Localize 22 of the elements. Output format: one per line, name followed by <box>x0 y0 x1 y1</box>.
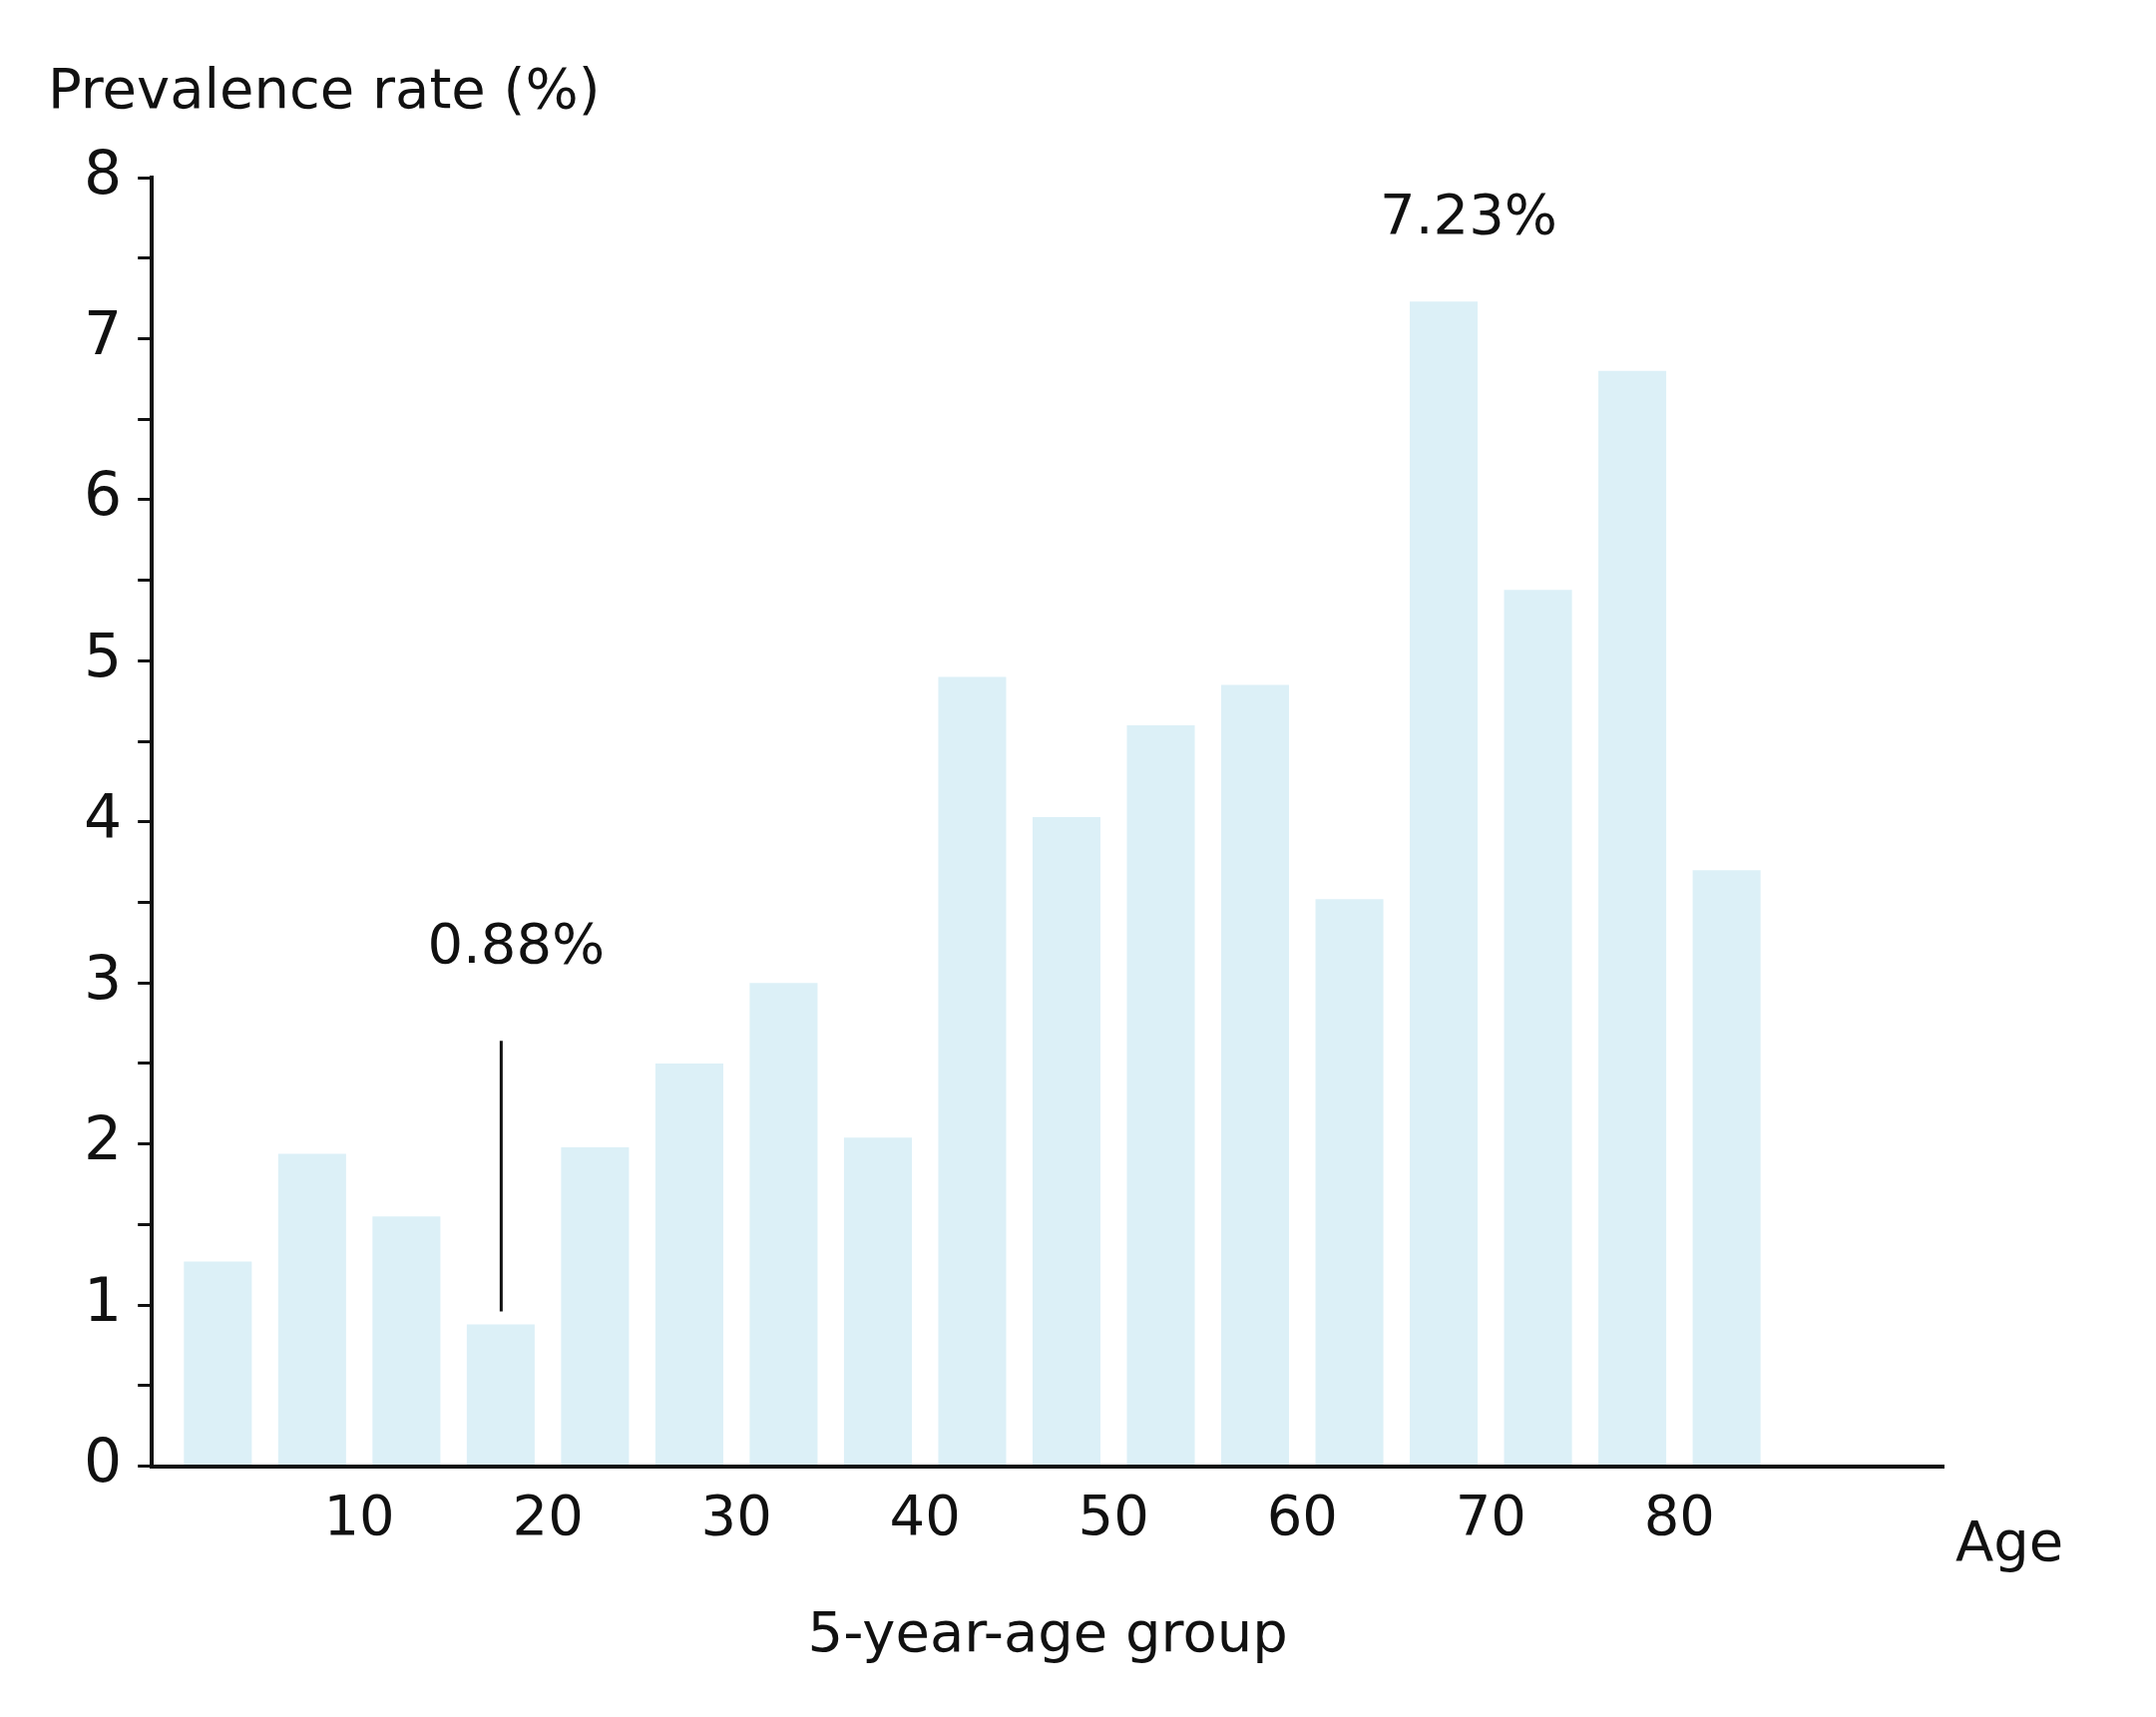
y-tick-label: 1 <box>83 1264 123 1335</box>
y-tick-label: 3 <box>83 942 123 1013</box>
y-tick-label: 6 <box>83 459 123 530</box>
y-tick-label: 8 <box>83 137 123 208</box>
annotation: 7.23% <box>1380 181 1558 246</box>
x-tick-label: 30 <box>700 1482 772 1547</box>
x-tick-label: 10 <box>323 1482 395 1547</box>
y-tick-label: 0 <box>83 1426 123 1497</box>
y-tick-label: 4 <box>83 781 123 852</box>
annotation: 0.88% <box>427 911 606 977</box>
y-tick-label: 2 <box>83 1103 123 1174</box>
y-tick-label: 7 <box>83 298 123 369</box>
x-tick-label: 40 <box>889 1482 961 1547</box>
x-axis-title: 5-year-age group <box>807 1598 1288 1664</box>
x-tick-label: 60 <box>1266 1482 1338 1547</box>
x-tick-label: 70 <box>1455 1482 1526 1547</box>
text: Age <box>1955 1508 2064 1574</box>
y-tick-label: 5 <box>83 620 123 690</box>
x-tick-label: 80 <box>1643 1482 1715 1547</box>
x-tick-label: 20 <box>512 1482 584 1547</box>
x-tick-label: 50 <box>1078 1482 1149 1547</box>
y-axis-title: Prevalence rate (%) <box>48 55 601 121</box>
